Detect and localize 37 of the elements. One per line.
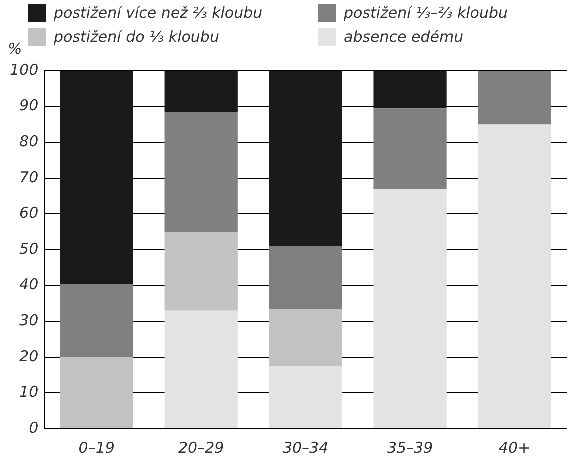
- bar: [60, 71, 134, 284]
- y-tick-label: 80: [20, 132, 39, 150]
- bar: [164, 112, 238, 232]
- x-tick-label: 30–34: [282, 438, 329, 457]
- bar: [478, 71, 552, 125]
- bar: [269, 309, 342, 366]
- bar: [478, 124, 552, 428]
- bar: [374, 71, 447, 109]
- y-tick-label: 100: [10, 60, 39, 79]
- y-tick-label: 30: [20, 311, 39, 330]
- x-tick-label: 35–39: [387, 438, 434, 457]
- legend-label: postižení ⅓–⅔ kloubu: [344, 4, 508, 22]
- bar: [164, 232, 238, 311]
- legend-label: postižení do ⅓ kloubu: [54, 28, 220, 46]
- y-tick-label: 90: [20, 96, 39, 115]
- legend-label: absence edému: [344, 28, 464, 46]
- x-tick-label: 0–19: [78, 438, 115, 457]
- y-tick-label: 20: [20, 347, 39, 366]
- y-tick-label: 0: [29, 418, 39, 437]
- bar: [374, 189, 447, 428]
- bar: [374, 108, 447, 190]
- bar: [164, 71, 238, 112]
- bar: [269, 246, 342, 310]
- bar: [60, 357, 134, 428]
- legend-label: postižení více než ⅔ kloubu: [54, 4, 263, 22]
- bar: [269, 366, 342, 428]
- bar: [269, 71, 342, 246]
- x-tick-label: 40+: [498, 438, 531, 457]
- y-tick-label: 60: [20, 204, 39, 222]
- x-tick-label: 20–29: [178, 438, 224, 457]
- bar: [60, 284, 134, 358]
- y-tick-label: 50: [20, 240, 39, 258]
- y-tick-label: 10: [20, 383, 39, 402]
- y-axis-title: %: [8, 40, 22, 58]
- bar: [164, 310, 238, 428]
- y-tick-label: 70: [20, 168, 39, 186]
- y-tick-label: 40: [20, 276, 39, 294]
